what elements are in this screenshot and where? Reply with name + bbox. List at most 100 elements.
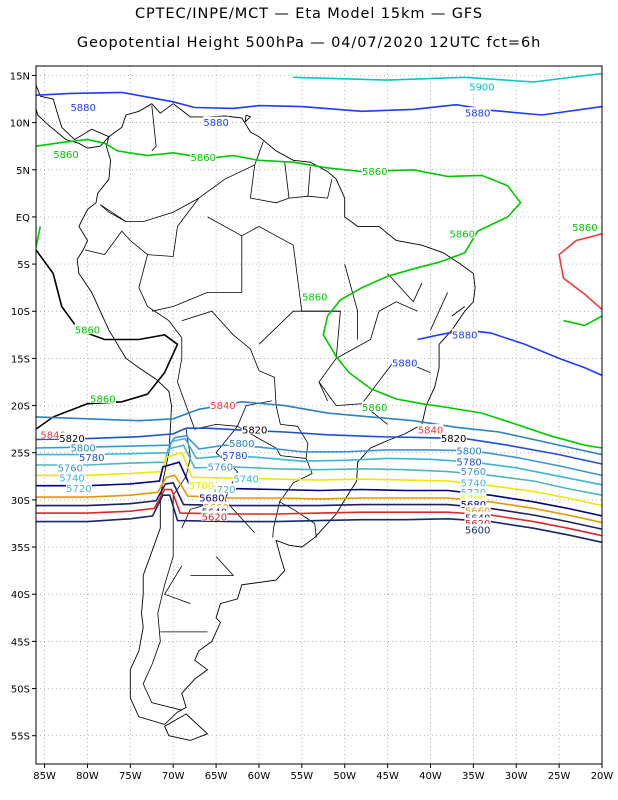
contour-label-5880: 5880 (392, 359, 417, 370)
lat-tick-label: 55S (11, 732, 30, 743)
contour-label-bg (464, 524, 491, 535)
contour-line-5860 (35, 138, 603, 449)
lat-tick-label: 15S (11, 354, 30, 365)
country-border (241, 225, 294, 246)
island-coastline (244, 114, 252, 123)
contour-label-bg (228, 437, 255, 448)
contour-label-bg (190, 151, 217, 162)
country-border (387, 273, 423, 303)
country-border (249, 164, 333, 204)
country-border (451, 306, 466, 317)
contour-label-bg (65, 482, 92, 493)
contour-label-bg (301, 291, 328, 302)
contour-label-5820: 5820 (242, 426, 267, 437)
contour-label-bg (440, 432, 467, 443)
contour-label-bg (198, 492, 225, 503)
contour-label-5880: 5880 (203, 118, 228, 129)
contour-label-5840: 5840 (40, 430, 65, 441)
country-border (177, 381, 272, 430)
contour-label-bg (70, 442, 97, 453)
contour-label-bg (89, 392, 116, 403)
contour-label-bg (209, 483, 236, 494)
contour-label-bg (201, 510, 228, 521)
contour-label-bg (59, 432, 86, 443)
lon-tick-label: 50W (333, 771, 356, 782)
contour-label-5820: 5820 (441, 434, 466, 445)
contour-label-5720: 5720 (210, 485, 235, 496)
figure-title-line1: CPTEC/INPE/MCT — Eta Model 15km — GFS (134, 6, 484, 22)
contour-label-5800: 5800 (456, 446, 481, 457)
contour-label-bg (74, 324, 101, 335)
country-border (164, 565, 191, 604)
contour-label-bg (209, 399, 236, 410)
contour-line-5800 (35, 400, 603, 456)
contour-label-5620: 5620 (202, 512, 227, 523)
lat-tick-label: 45S (11, 637, 30, 648)
contour-line-5640 (36, 482, 603, 530)
contour-label-5860: 5860 (362, 167, 387, 178)
contour-label-bg (464, 511, 491, 522)
contour-label-bg (188, 479, 215, 490)
lon-tick-label: 55W (291, 771, 314, 782)
contour-label-5740: 5740 (59, 474, 84, 485)
contour-label-bg (571, 221, 598, 232)
contour-line-5740 (36, 437, 603, 486)
country-border (237, 424, 309, 459)
contour-line-5820 (35, 249, 179, 430)
contour-line-5760 (35, 434, 603, 477)
lat-tick-label: 35S (11, 543, 30, 554)
contour-label-bg (361, 401, 388, 412)
contour-label-5860: 5860 (90, 394, 115, 405)
contour-label-5860: 5860 (191, 153, 216, 164)
lon-tick-label: 75W (119, 771, 142, 782)
country-border (258, 310, 341, 345)
contour-label-5740: 5740 (461, 478, 486, 489)
lon-tick-label: 60W (248, 771, 271, 782)
contour-label-5780: 5780 (222, 451, 247, 462)
contour-label-bg (460, 498, 487, 509)
central-america-coastline (35, 84, 110, 141)
contour-label-5840: 5840 (210, 401, 235, 412)
contour-line-5620 (36, 488, 603, 537)
contour-line-5880 (417, 329, 603, 377)
contour-label-5860: 5860 (362, 403, 387, 414)
contour-label-bg (464, 505, 491, 516)
country-border (181, 310, 281, 425)
lon-tick-label: 65W (205, 771, 228, 782)
contour-label-5740: 5740 (233, 475, 258, 486)
contour-label-bg (53, 148, 80, 159)
height-contours (35, 72, 603, 544)
contour-label-bg (361, 165, 388, 176)
lon-tick-label: 85W (33, 771, 56, 782)
lat-tick-label: 5N (16, 166, 30, 177)
country-border (100, 204, 127, 222)
graticule-grid (36, 66, 603, 764)
contour-label-5860: 5860 (572, 223, 597, 234)
contour-label-bg (456, 456, 483, 467)
country-border (207, 216, 243, 293)
contour-label-bg (203, 116, 230, 127)
country-border (138, 254, 183, 383)
contour-label-bg (57, 461, 84, 472)
tierra-del-fuego-coastline (164, 713, 209, 741)
lat-tick-label: 10S (11, 307, 30, 318)
contour-label-bg (460, 486, 487, 497)
contour-label-5820: 5820 (59, 434, 84, 445)
figure-title-line2: Geopotential Height 500hPa — 04/07/2020 … (76, 35, 542, 51)
contour-label-5680: 5680 (199, 494, 224, 505)
contour-label-5860: 5860 (449, 229, 474, 240)
lon-tick-label: 20W (591, 771, 614, 782)
country-border (272, 501, 280, 538)
contour-line-5860 (35, 226, 42, 248)
contour-label-5840: 5840 (418, 426, 443, 437)
contour-label-bg (59, 472, 86, 483)
contour-label-5760: 5760 (208, 462, 233, 473)
lon-tick-label: 80W (76, 771, 99, 782)
contour-label-bg (456, 444, 483, 455)
contour-label-5860: 5860 (75, 326, 100, 337)
contour-label-bg (451, 328, 478, 339)
contour-label-5780: 5780 (456, 458, 481, 469)
country-border (318, 381, 388, 425)
contour-label-bg (464, 107, 491, 118)
contour-label-bg (417, 424, 444, 435)
